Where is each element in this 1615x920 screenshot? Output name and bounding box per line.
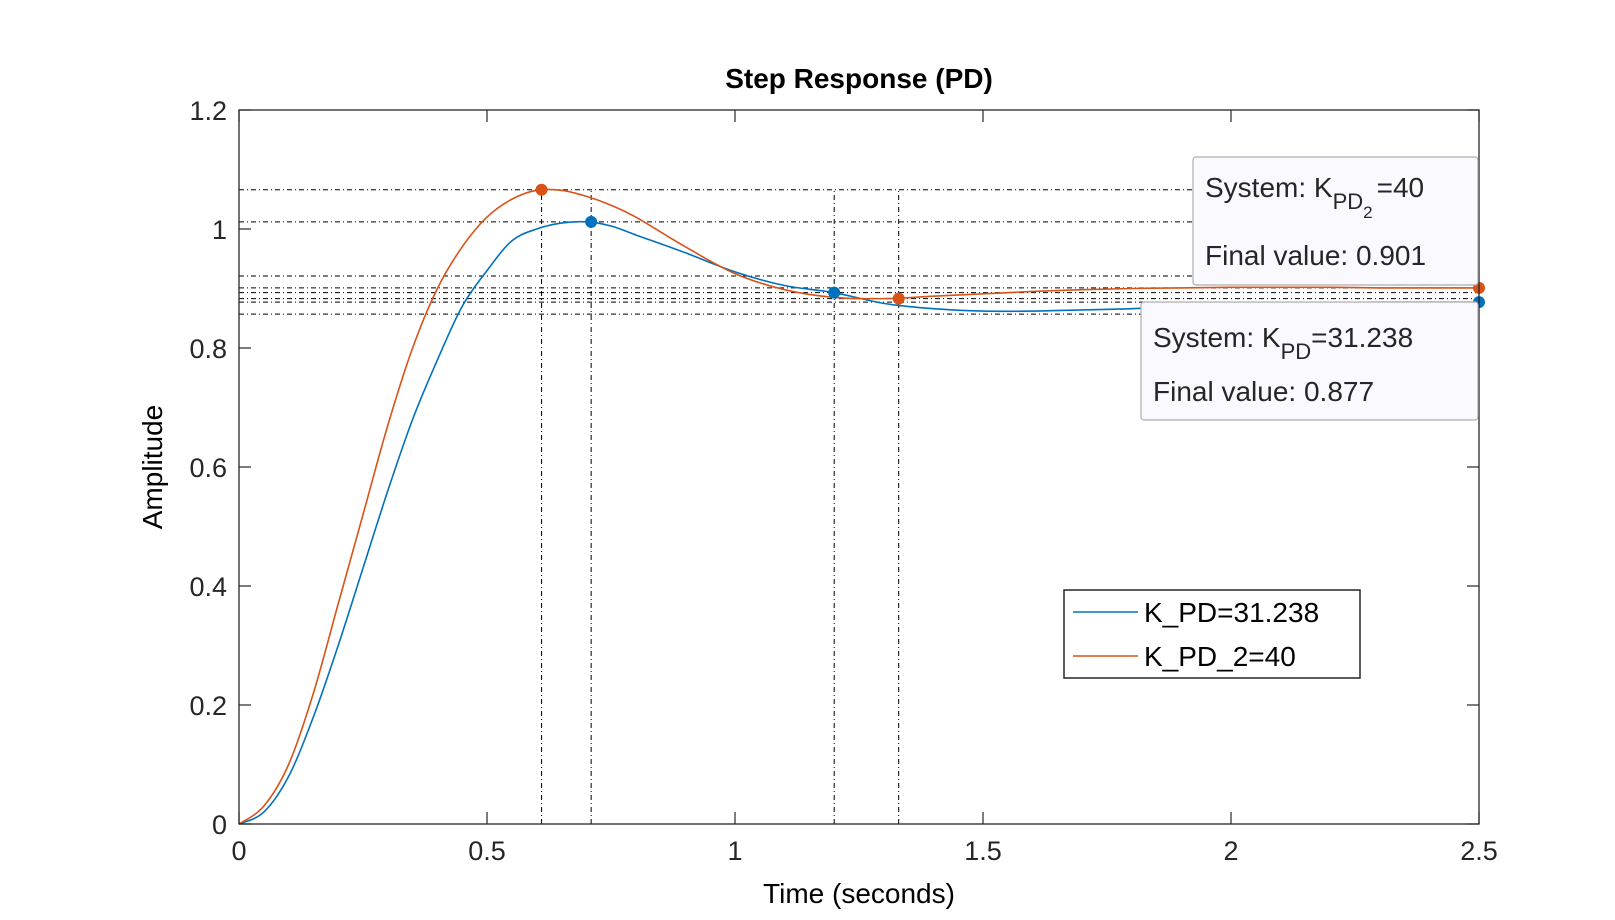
x-tick-label-0: 0 <box>231 836 246 866</box>
datatip-system-value: =31.238 <box>1311 322 1413 353</box>
x-axis-label: Time (seconds) <box>763 878 955 909</box>
marker-0-peak[interactable] <box>585 215 598 228</box>
y-tick-label-5: 1 <box>212 215 227 245</box>
legend-label-k-pd: K_PD=31.238 <box>1144 597 1319 628</box>
datatip-k-pd-2[interactable]: System: KPD2 =40 Final value: 0.901 <box>1192 156 1479 286</box>
x-tick-label-2: 1 <box>727 836 742 866</box>
datatip-system-k-pd: System: KPD=31.238 <box>1153 322 1413 364</box>
datatip-system-subsub: 2 <box>1363 203 1372 222</box>
marker-1-peak[interactable] <box>535 183 548 196</box>
legend[interactable]: K_PD=31.238 K_PD_2=40 <box>1063 589 1361 679</box>
datatip-system-sub: PD <box>1333 189 1364 214</box>
datatip-final-k-pd-2: Final value: 0.901 <box>1205 240 1426 271</box>
datatip-box-k-pd <box>1140 301 1479 421</box>
datatip-system-value: =40 <box>1377 172 1425 203</box>
y-tick-label-3: 0.6 <box>189 453 227 483</box>
legend-box <box>1063 589 1361 679</box>
datatip-system-prefix: System: K <box>1205 172 1333 203</box>
y-tick-label-0: 0 <box>212 810 227 840</box>
legend-label-k-pd-2: K_PD_2=40 <box>1144 641 1296 672</box>
y-tick-label-4: 0.8 <box>189 334 227 364</box>
datatip-box-k-pd-2 <box>1192 156 1479 286</box>
x-tick-label-1: 0.5 <box>468 836 506 866</box>
axes-box <box>238 109 1480 825</box>
x-tick-label-5: 2.5 <box>1460 836 1498 866</box>
y-tick-label-2: 0.4 <box>189 572 227 602</box>
series-line-1 <box>238 188 1479 825</box>
marker-1-settling[interactable] <box>892 292 905 305</box>
datatip-k-pd[interactable]: System: KPD=31.238 Final value: 0.877 <box>1140 301 1479 421</box>
datatip-final-k-pd: Final value: 0.877 <box>1153 376 1374 407</box>
datatip-system-prefix: System: K <box>1153 322 1281 353</box>
y-tick-label-1: 0.2 <box>189 691 227 721</box>
y-axis-label: Amplitude <box>137 405 168 530</box>
marker-0-settling[interactable] <box>828 286 841 299</box>
y-tick-label-6: 1.2 <box>189 96 227 126</box>
chart-title: Step Response (PD) <box>725 63 993 94</box>
datatip-system-k-pd-2: System: KPD2 =40 <box>1205 172 1424 222</box>
x-tick-label-3: 1.5 <box>964 836 1002 866</box>
datatip-system-sub: PD <box>1281 339 1312 364</box>
x-tick-label-4: 2 <box>1223 836 1238 866</box>
ticks-layer: 0 0.5 1 1.5 2 2.5 0 0.2 0.4 0.6 0.8 1 1.2 <box>189 96 1497 866</box>
